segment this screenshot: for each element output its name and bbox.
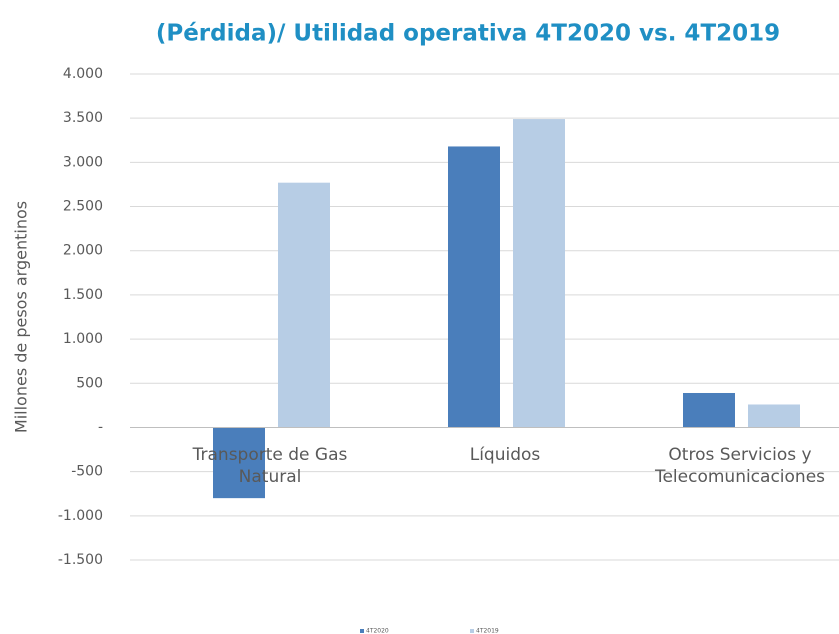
chart-title: (Pérdida)/ Utilidad operativa 4T2020 vs.…	[156, 21, 780, 47]
bar	[748, 404, 800, 428]
bar	[213, 427, 265, 499]
legend-swatch	[470, 629, 474, 633]
y-axis-title: Millones de pesos argentinos	[12, 201, 31, 433]
y-tick-label: 4.000	[63, 66, 103, 82]
y-tick-label: -500	[71, 464, 103, 480]
bar	[683, 392, 735, 428]
x-tick-label: Líquidos	[469, 445, 541, 465]
y-tick-label: -1.500	[58, 552, 103, 568]
legend-swatch	[360, 629, 364, 633]
y-tick-label: -	[98, 419, 103, 435]
legend-label: 4T2019	[476, 628, 499, 634]
legend-label: 4T2020	[366, 628, 389, 634]
x-tick-label: Transporte de Gas Natural	[192, 445, 348, 487]
bar	[278, 182, 330, 428]
y-tick-label: 2.000	[63, 243, 103, 259]
y-tick-label: 3.500	[63, 110, 103, 126]
y-tick-label: 500	[76, 375, 103, 391]
bar	[448, 146, 500, 428]
y-tick-label: 2.500	[63, 199, 103, 215]
y-tick-label: 3.000	[63, 154, 103, 170]
y-tick-label: 1.000	[63, 331, 103, 347]
y-tick-label: -1.000	[58, 508, 103, 524]
bar	[513, 119, 565, 428]
x-tick-label: Otros Servicios y Telecomunicaciones	[654, 445, 826, 487]
y-tick-label: 1.500	[63, 287, 103, 303]
